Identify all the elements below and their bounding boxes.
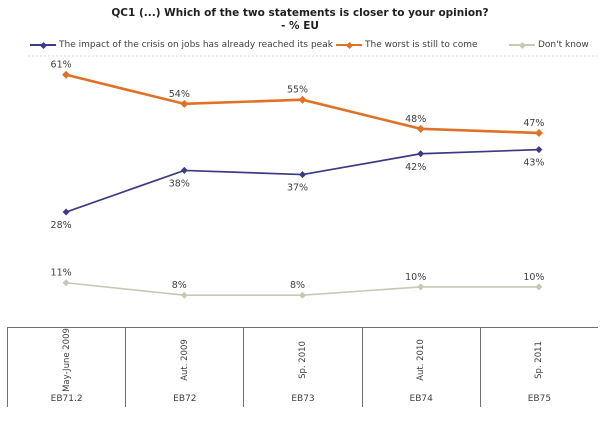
data-point-marker [299, 291, 306, 299]
data-point-label: 11% [51, 268, 72, 279]
legend-label-peak: The impact of the crisis on jobs has alr… [59, 40, 333, 50]
x-axis-study-label: EB73 [291, 394, 315, 404]
legend-marker-peak-icon [30, 41, 56, 50]
data-point-marker [417, 150, 425, 158]
x-axis-study-label: EB72 [173, 394, 197, 404]
data-point-marker [62, 279, 70, 287]
x-axis-column-3: Sp. 2010 EB73 [244, 328, 363, 407]
data-point-marker [180, 291, 188, 299]
data-point-label: 43% [523, 158, 544, 169]
chart-title: QC1 (...) Which of the two statements is… [0, 7, 600, 32]
x-axis-period-label: Aut. 2010 [416, 339, 427, 381]
x-axis-period-label: Aut. 2009 [179, 339, 190, 381]
data-point-label: 37% [287, 183, 308, 194]
x-axis-period-label: Sp. 2010 [298, 341, 308, 379]
data-point-label: 28% [51, 220, 72, 231]
data-point-label: 10% [405, 272, 426, 283]
x-axis-period-label: May-June 2009 [61, 328, 72, 392]
x-axis-column-5: Sp. 2011 EB75 [481, 328, 598, 407]
data-point-marker [298, 95, 307, 104]
data-point-marker [299, 171, 306, 179]
legend-item-worst: The worst is still to come [336, 39, 478, 51]
data-point-marker [535, 283, 543, 291]
data-point-marker [180, 99, 189, 108]
legend-label-worst: The worst is still to come [365, 40, 478, 50]
x-axis-study-label: EB71.2 [50, 394, 83, 404]
data-point-marker [417, 283, 425, 291]
legend-item-dont-know: Don't know [509, 39, 589, 51]
data-point-label: 61% [51, 60, 72, 71]
data-point-marker [416, 124, 425, 133]
data-point-marker [535, 146, 543, 154]
x-axis-column-2: Aut. 2009 EB72 [126, 328, 245, 407]
chart-title-line1: QC1 (...) Which of the two statements is… [111, 7, 489, 19]
data-point-label: 8% [290, 280, 305, 291]
legend-item-peak: The impact of the crisis on jobs has alr… [30, 39, 333, 51]
series-line [65, 148, 539, 213]
legend-marker-worst-icon [336, 41, 362, 50]
data-point-label: 38% [169, 178, 190, 189]
data-point-marker [180, 166, 188, 174]
legend-label-dont-know: Don't know [538, 40, 589, 50]
x-axis-column-4: Aut. 2010 EB74 [363, 328, 481, 407]
x-axis-column-1: May-June 2009 EB71.2 [8, 328, 127, 407]
legend-marker-dont-know-icon [509, 41, 535, 50]
data-point-marker [62, 208, 70, 216]
data-point-marker [534, 128, 543, 137]
data-point-label: 10% [523, 272, 544, 283]
data-point-label: 48% [405, 114, 426, 125]
data-point-label: 55% [287, 85, 308, 96]
x-axis-study-label: EB75 [527, 394, 552, 404]
chart-title-line2: - % EU [281, 20, 319, 32]
data-point-label: 54% [169, 89, 190, 100]
x-axis-table: May-June 2009 EB71.2 Aut. 2009 EB72 Sp. … [7, 327, 598, 407]
data-point-label: 47% [523, 118, 544, 129]
data-point-marker [62, 70, 71, 79]
x-axis-period-label: Sp. 2011 [534, 341, 545, 379]
x-axis-study-label: EB74 [409, 394, 433, 404]
data-point-label: 8% [172, 280, 187, 291]
series-line [65, 73, 539, 135]
data-point-label: 42% [405, 162, 426, 173]
